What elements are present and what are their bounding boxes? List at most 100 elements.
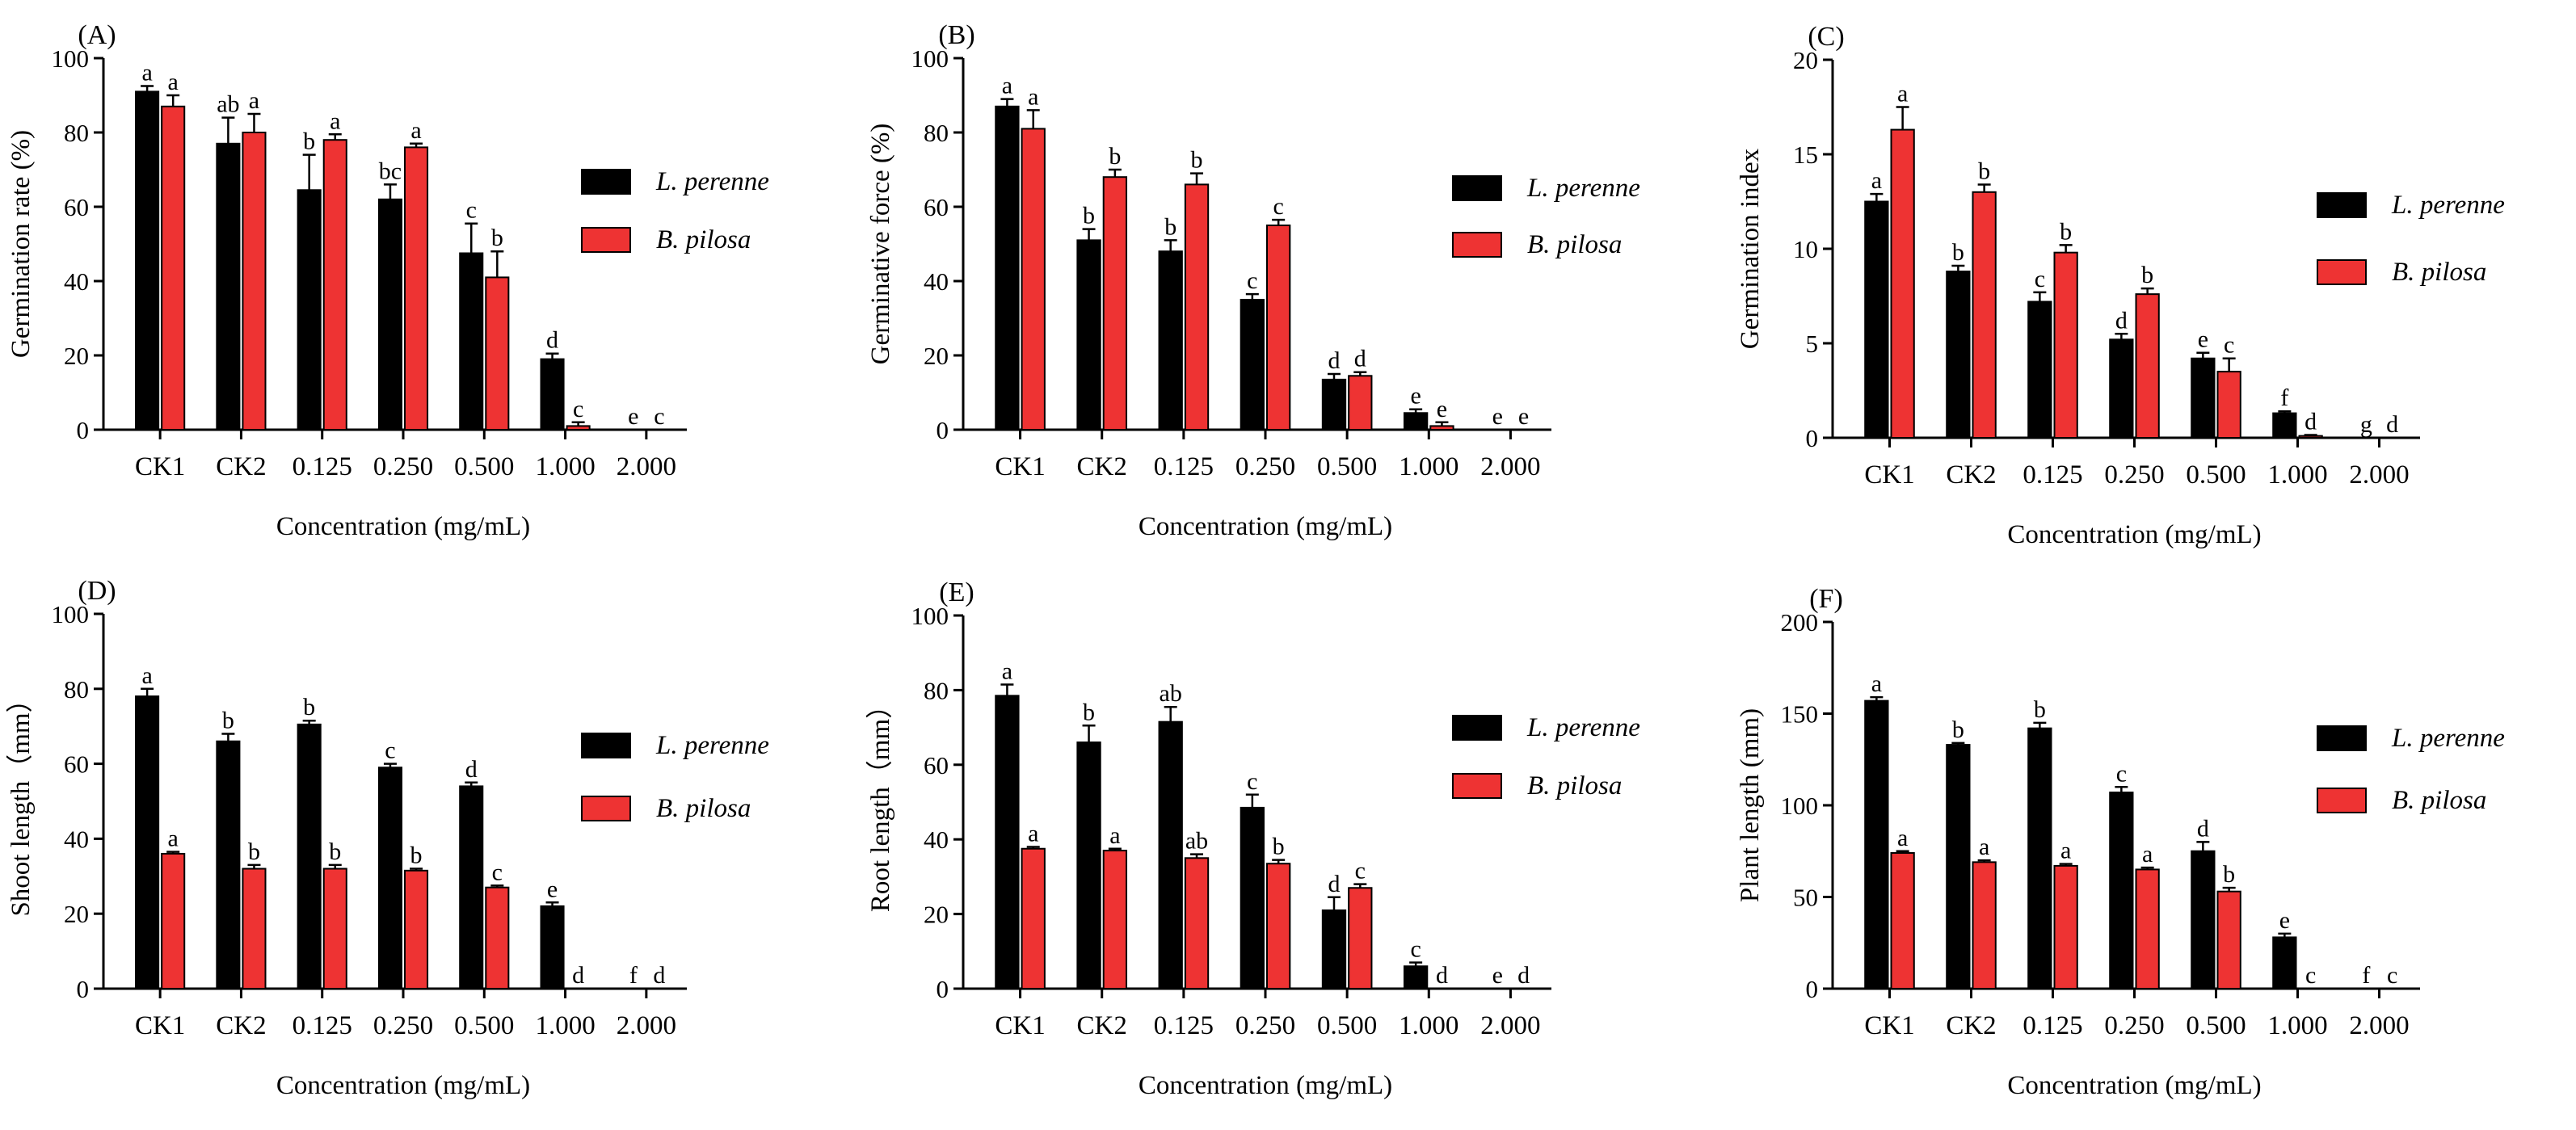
panel-label: (D) (78, 576, 116, 606)
bar-b-pilosa (1429, 425, 1454, 431)
x-axis-title: Concentration (mg/mL) (1139, 1071, 1392, 1100)
x-tick-label: CK1 (135, 452, 185, 481)
significance-letter: b (303, 128, 315, 155)
significance-letter: c (1247, 267, 1257, 294)
x-tick-label: 0.250 (1235, 452, 1295, 481)
significance-letter: b (303, 694, 315, 720)
bar-b-pilosa (1266, 863, 1291, 989)
bar-l-perenne (540, 905, 565, 990)
bar-b-pilosa (1972, 861, 1997, 989)
bar-b-pilosa (2135, 868, 2160, 989)
y-tick-label: 10 (1793, 235, 1818, 263)
significance-letter: b (2034, 696, 2046, 723)
significance-letter: ab (1160, 680, 1182, 707)
bar-b-pilosa (485, 886, 510, 989)
significance-letter: c (385, 737, 395, 764)
legend-label: B. pilosa (656, 794, 751, 823)
significance-letter: b (1191, 147, 1203, 174)
significance-letter: d (2115, 307, 2128, 334)
bar-b-pilosa (1021, 847, 1046, 989)
bar-l-perenne (1321, 378, 1347, 431)
significance-letter: e (2279, 907, 2290, 934)
significance-letter: b (1109, 143, 1121, 170)
x-tick-label: 0.125 (293, 1011, 352, 1040)
significance-letter: a (141, 60, 152, 86)
x-tick-label: 1.000 (1399, 452, 1458, 481)
significance-letter: a (1002, 657, 1012, 684)
significance-letter: d (2197, 815, 2209, 842)
significance-letter: b (2141, 262, 2153, 288)
significance-letter: a (249, 87, 259, 114)
y-tick-label: 20 (924, 342, 949, 370)
x-axis-title: Concentration (mg/mL) (1139, 512, 1392, 541)
x-tick-label: CK1 (135, 1011, 185, 1040)
legend: L. perenne B. pilosa (2317, 724, 2505, 815)
x-tick-label: 0.250 (373, 452, 433, 481)
x-tick-label: 2.000 (2349, 1011, 2409, 1040)
chart-panel-e: (E) 0 20 40 60 80 100 Root length（mm） Concentrat… (866, 578, 1640, 1100)
significance-letter: e (628, 403, 638, 430)
x-tick-label: 0.500 (2186, 460, 2246, 489)
y-tick-label: 0 (77, 416, 90, 444)
significance-letter: c (2387, 962, 2397, 989)
significance-letter: b (1952, 716, 1964, 743)
x-tick-label: 1.000 (535, 1011, 595, 1040)
bar-b-pilosa (2053, 864, 2078, 990)
bar-l-perenne (2272, 412, 2297, 439)
y-tick-label: 60 (924, 193, 949, 221)
x-tick-label: 0.125 (1154, 452, 1214, 481)
significance-letter: a (141, 662, 152, 689)
bar-b-pilosa (1184, 857, 1210, 990)
x-tick-label: 1.000 (1399, 1011, 1458, 1040)
significance-letter: a (1897, 825, 1908, 851)
legend-swatch-l-perenne (2317, 725, 2367, 751)
legend-swatch-l-perenne (1452, 715, 1502, 741)
bar-b-pilosa (1890, 128, 1915, 439)
panel-label: (E) (939, 578, 974, 607)
significance-letter: ab (217, 91, 239, 118)
significance-letter: g (2360, 411, 2372, 438)
significance-letter: a (330, 107, 340, 134)
bar-b-pilosa (242, 132, 267, 431)
significance-letter: d (546, 327, 558, 354)
legend-swatch-b-pilosa (581, 796, 631, 821)
legend: L. perenne B. pilosa (2317, 191, 2505, 287)
bar-l-perenne (1946, 744, 1971, 990)
bar-l-perenne (1403, 412, 1429, 431)
significance-letter: c (573, 396, 583, 422)
x-tick-label: 2.000 (1480, 452, 1540, 481)
significance-letter: c (2116, 760, 2127, 787)
significance-letter: b (1952, 239, 1964, 266)
bar-l-perenne (2272, 936, 2297, 989)
y-tick-label: 0 (1806, 975, 1819, 1003)
bar-b-pilosa (2216, 890, 2241, 989)
x-tick-label: 0.500 (454, 1011, 514, 1040)
bar-b-pilosa (404, 869, 429, 989)
significance-letter: d (1436, 962, 1448, 989)
y-tick-label: 20 (64, 900, 89, 928)
significance-letter: e (1518, 403, 1529, 430)
legend-swatch-b-pilosa (2317, 259, 2367, 285)
bar-b-pilosa (2298, 435, 2323, 439)
y-tick-label: 100 (52, 600, 90, 628)
legend-label: L. perenne (655, 731, 769, 760)
legend-label: B. pilosa (1527, 230, 1622, 259)
significance-letter: a (1109, 822, 1120, 849)
bar-l-perenne (2027, 300, 2052, 439)
y-axis-title: Plant length (mm) (1736, 708, 1765, 902)
x-tick-label: CK1 (995, 1011, 1045, 1040)
x-tick-label: 1.000 (535, 452, 595, 481)
y-tick-label: 0 (1806, 424, 1819, 452)
bar-b-pilosa (1102, 176, 1128, 431)
y-tick-label: 200 (1781, 608, 1819, 636)
x-tick-label: CK1 (995, 452, 1045, 481)
y-tick-label: 80 (924, 119, 949, 147)
significance-letter: f (629, 962, 638, 989)
significance-letter: d (1328, 347, 1340, 374)
y-tick-label: 60 (64, 193, 89, 221)
significance-letter: d (653, 962, 665, 989)
significance-letter: a (168, 69, 179, 95)
y-axis-title: Root length（mm） (866, 692, 895, 912)
x-tick-label: CK2 (1946, 460, 1996, 489)
